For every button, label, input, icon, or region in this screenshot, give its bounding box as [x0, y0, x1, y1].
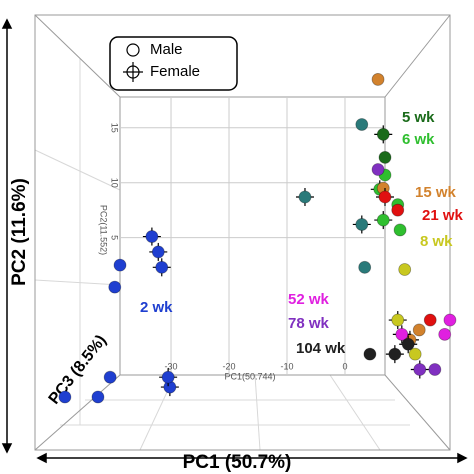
- point: [355, 218, 369, 231]
- point: [376, 127, 390, 141]
- x-axis-label: PC1 (50.7%): [183, 452, 292, 473]
- series-label: 21 wk: [422, 207, 464, 224]
- point: [398, 263, 412, 276]
- point: [91, 390, 105, 404]
- series-label: 104 wk: [296, 340, 346, 357]
- y-tick-label: 10: [110, 178, 120, 188]
- point: [376, 213, 390, 227]
- series: [363, 335, 418, 364]
- y-tick-label: 5: [110, 235, 120, 240]
- point: [443, 313, 457, 327]
- point: [151, 245, 165, 259]
- point: [371, 163, 385, 176]
- y-axis-label: PC2 (11.6%): [9, 178, 30, 286]
- series: [374, 125, 393, 164]
- point: [408, 347, 422, 361]
- point: [378, 151, 392, 164]
- legend: Male Female: [109, 36, 238, 91]
- x-tick-label: 0: [342, 361, 347, 371]
- x-tick-label: -30: [165, 361, 178, 371]
- series: [392, 313, 457, 344]
- point: [161, 370, 175, 384]
- point: [428, 363, 442, 376]
- series-label: 8 wk: [420, 233, 453, 250]
- point: [298, 190, 312, 204]
- point: [108, 280, 122, 294]
- legend-label: Male: [150, 41, 183, 58]
- legend-marker: [126, 43, 140, 57]
- point: [412, 323, 426, 337]
- point: [155, 260, 169, 274]
- point: [363, 347, 377, 361]
- point: [395, 327, 409, 341]
- background-grid: [34, 58, 410, 451]
- inner-y-label: PC2(11.552): [99, 205, 109, 255]
- series: [388, 263, 422, 361]
- point: [391, 203, 405, 217]
- series: [370, 168, 407, 237]
- series-label: 78 wk: [288, 315, 330, 332]
- x-tick-label: -20: [223, 361, 236, 371]
- series: [371, 163, 442, 379]
- series-label: 6 wk: [402, 131, 435, 148]
- point: [145, 230, 159, 243]
- series-label: 52 wk: [288, 291, 330, 308]
- series: [295, 118, 372, 274]
- point: [358, 260, 372, 274]
- point: [103, 370, 117, 384]
- point: [113, 258, 127, 272]
- y-tick-label: 15: [110, 123, 120, 133]
- point: [413, 363, 427, 376]
- point: [438, 327, 452, 341]
- series-label: 15 wk: [415, 184, 457, 201]
- box-frame: [34, 14, 451, 451]
- series: [58, 227, 179, 404]
- point: [378, 190, 392, 204]
- point: [371, 73, 385, 86]
- legend-label: Female: [150, 63, 200, 80]
- point: [388, 347, 402, 361]
- axis-arrows: [1, 18, 468, 464]
- point: [401, 337, 415, 351]
- point: [423, 313, 437, 327]
- series-label: 2 wk: [140, 299, 173, 316]
- series-label: 5 wk: [402, 109, 435, 126]
- point: [355, 118, 369, 131]
- point: [393, 223, 407, 237]
- series: [376, 187, 437, 327]
- inner-x-label: PC1(50.744): [224, 371, 275, 381]
- x-tick-label: -10: [280, 361, 293, 371]
- point: [391, 313, 405, 327]
- point: [58, 390, 72, 404]
